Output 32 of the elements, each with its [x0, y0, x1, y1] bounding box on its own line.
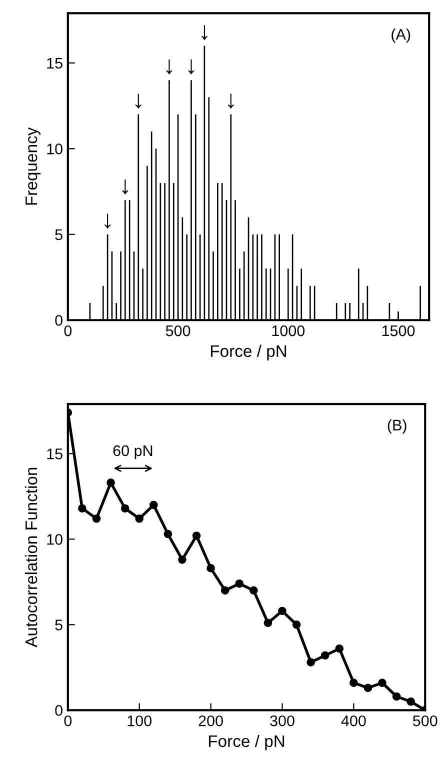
annotation: ↓	[166, 59, 172, 74]
annotation: ↓	[122, 179, 128, 194]
x-tick-label: 500	[166, 325, 190, 336]
x-tick-label: 400	[341, 715, 366, 726]
y-axis-title: Autocorrelation Function	[24, 468, 38, 648]
y-tick-label: 5	[55, 620, 62, 630]
x-axis-title: Force / pN	[208, 734, 284, 750]
y-tick-label: 15	[47, 58, 62, 69]
x-tick-label: 500	[412, 715, 438, 726]
annotation: (A)	[392, 28, 410, 43]
x-tick-label: 300	[270, 715, 294, 726]
annotation: (B)	[388, 419, 406, 434]
x-tick-label: 0	[64, 715, 72, 726]
annotation: ↓	[228, 94, 234, 109]
x-tick-label: 0	[64, 325, 72, 336]
x-tick-label: 200	[198, 715, 223, 726]
annotation: 60 pN	[113, 445, 152, 460]
x-tick-label: 100	[128, 715, 152, 726]
y-tick-label: 15	[47, 448, 62, 460]
annotation: ↓	[202, 25, 208, 40]
annotation: ↓	[188, 59, 194, 74]
y-tick-label: 10	[47, 144, 62, 154]
y-tick-label: 10	[47, 534, 62, 545]
x-tick-label: 1000	[272, 325, 305, 336]
x-axis-title: Force / pN	[210, 344, 286, 360]
annotation: ↓	[135, 94, 142, 109]
y-tick-label: 0	[55, 314, 62, 326]
y-tick-label: 0	[55, 705, 62, 716]
y-tick-label: 5	[55, 229, 62, 240]
annotation: ↓	[104, 214, 110, 229]
x-tick-label: 1500	[382, 325, 415, 336]
y-axis-title: Frequency	[26, 127, 41, 205]
